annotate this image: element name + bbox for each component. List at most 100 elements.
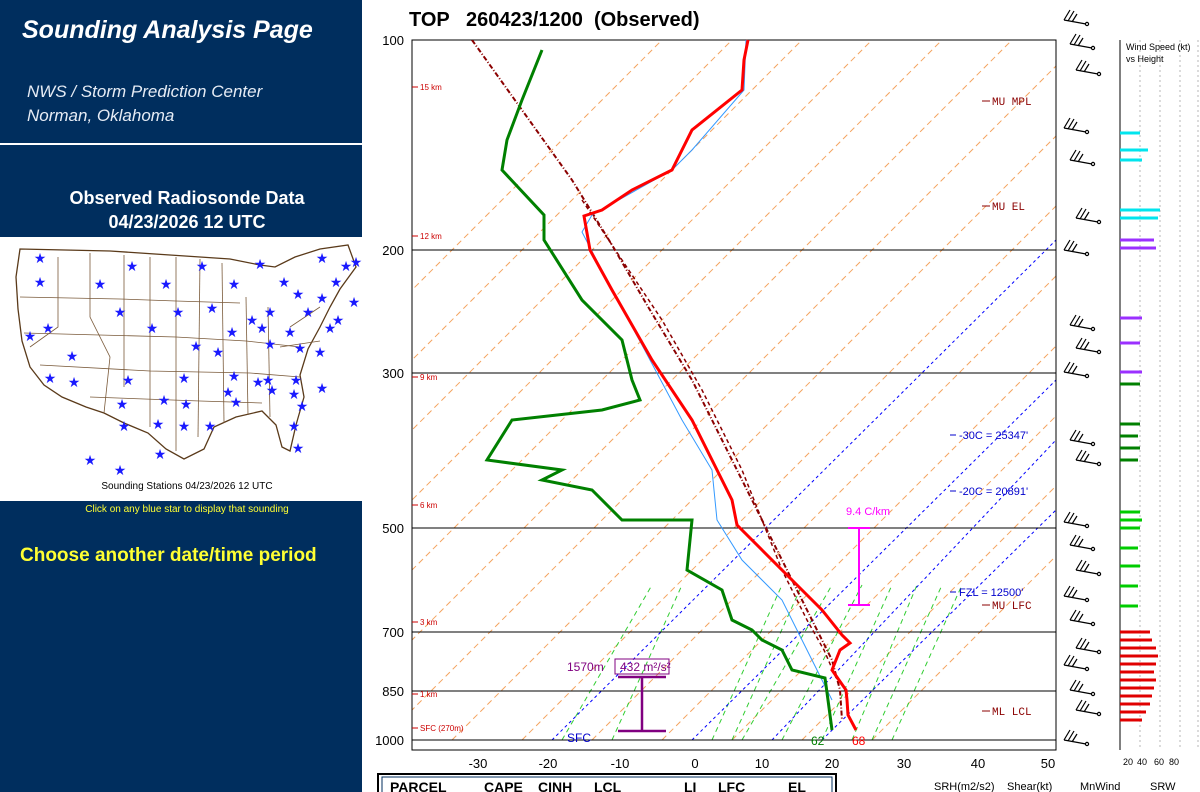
station-star-icon[interactable]: ★: [116, 396, 129, 412]
station-star-icon[interactable]: ★: [146, 320, 159, 336]
wind-barb-dot: [1084, 666, 1090, 672]
station-star-icon[interactable]: ★: [264, 304, 277, 320]
station-star-icon[interactable]: ★: [122, 372, 135, 388]
station-star-icon[interactable]: ★: [230, 394, 243, 410]
wind-speed-bar: [1120, 670, 1154, 674]
wind-barb-icon: [1063, 117, 1087, 133]
temp-label: 10: [755, 756, 769, 771]
srh-height-label: 1570m: [567, 660, 604, 674]
pressure-axis: 100 200 300 500 700 850 1000: [375, 33, 404, 748]
station-star-icon[interactable]: ★: [316, 250, 329, 266]
station-star-icon[interactable]: ★: [126, 258, 139, 274]
click-hint: Click on any blue star to display that s…: [85, 504, 289, 515]
wind-barb-icon: [1063, 729, 1087, 745]
station-star-icon[interactable]: ★: [180, 396, 193, 412]
station-star-icon[interactable]: ★: [118, 418, 131, 434]
height-label: SFC (270m): [420, 724, 464, 733]
wind-speed-bar: [1120, 246, 1156, 250]
wind-barb-dot: [1084, 597, 1090, 603]
station-star-icon[interactable]: ★: [34, 250, 47, 266]
station-star-icon[interactable]: ★: [222, 384, 235, 400]
height-label: 12 km: [420, 232, 442, 241]
station-star-icon[interactable]: ★: [178, 418, 191, 434]
wind-speed-bar: [1120, 526, 1140, 530]
station-star-icon[interactable]: ★: [190, 338, 203, 354]
station-star-icon[interactable]: ★: [254, 256, 267, 272]
station-star-icon[interactable]: ★: [66, 348, 79, 364]
station-star-icon[interactable]: ★: [84, 452, 97, 468]
station-star-icon[interactable]: ★: [316, 380, 329, 396]
wind-speed-bar: [1120, 546, 1138, 550]
station-star-icon[interactable]: ★: [252, 374, 265, 390]
minus30-level: -30C = 25347': [959, 430, 1028, 442]
wind-barb-dot: [1096, 71, 1102, 77]
wind-axis-label: 80: [1169, 757, 1179, 767]
station-star-icon[interactable]: ★: [196, 258, 209, 274]
station-star-icon[interactable]: ★: [154, 446, 167, 462]
station-star-icon[interactable]: ★: [204, 418, 217, 434]
station-star-icon[interactable]: ★: [292, 286, 305, 302]
wind-barb-dot: [1090, 691, 1096, 697]
sfc-dewpoint-label: 62: [811, 734, 825, 748]
wind-barb-icon: [1063, 239, 1087, 255]
station-star-icon[interactable]: ★: [42, 320, 55, 336]
station-star-icon[interactable]: ★: [228, 368, 241, 384]
station-star-icon[interactable]: ★: [314, 344, 327, 360]
station-star-icon[interactable]: ★: [292, 440, 305, 456]
station-star-icon[interactable]: ★: [264, 336, 277, 352]
station-star-icon[interactable]: ★: [316, 290, 329, 306]
choose-date-link[interactable]: Choose another date/time period: [20, 545, 317, 566]
wind-barb-icon: [1069, 314, 1093, 330]
table-header: EL: [788, 779, 806, 792]
station-star-icon[interactable]: ★: [44, 370, 57, 386]
station-star-icon[interactable]: ★: [350, 254, 363, 270]
station-star-icon[interactable]: ★: [348, 294, 361, 310]
station-star-icon[interactable]: ★: [330, 274, 343, 290]
station-star-icon[interactable]: ★: [68, 374, 81, 390]
station-star-icon[interactable]: ★: [212, 344, 225, 360]
station-star-icon[interactable]: ★: [94, 276, 107, 292]
station-star-icon[interactable]: ★: [152, 416, 165, 432]
station-star-icon[interactable]: ★: [284, 324, 297, 340]
wind-speed-bar: [1120, 422, 1140, 426]
station-star-icon[interactable]: ★: [332, 312, 345, 328]
isotherms: [551, 239, 1056, 741]
station-star-icon[interactable]: ★: [114, 462, 127, 478]
station-star-icon[interactable]: ★: [206, 300, 219, 316]
wind-barb-dot: [1090, 441, 1096, 447]
station-star-icon[interactable]: ★: [266, 382, 279, 398]
station-star-icon[interactable]: ★: [302, 304, 315, 320]
station-star-icon[interactable]: ★: [228, 276, 241, 292]
wind-barb-dot: [1084, 129, 1090, 135]
right-table-header: MnWind: [1080, 781, 1120, 792]
isobars: [412, 249, 1056, 741]
station-star-icon[interactable]: ★: [340, 258, 353, 274]
pressure-label: 700: [382, 625, 404, 640]
station-star-icon[interactable]: ★: [160, 276, 173, 292]
station-star-icon[interactable]: ★: [34, 274, 47, 290]
wind-speed-bar: [1120, 518, 1142, 522]
station-star-icon[interactable]: ★: [262, 372, 275, 388]
station-star-icon[interactable]: ★: [324, 320, 337, 336]
station-star-icon[interactable]: ★: [278, 274, 291, 290]
station-star-icon[interactable]: ★: [294, 340, 307, 356]
station-star-icon[interactable]: ★: [246, 312, 259, 328]
station-star-icon[interactable]: ★: [178, 370, 191, 386]
organization: NWS / Storm Prediction Center Norman, Ok…: [27, 80, 262, 128]
station-star-icon[interactable]: ★: [288, 386, 301, 402]
temp-label: 0: [691, 756, 698, 771]
wind-speed-bar: [1120, 564, 1140, 568]
ml-lcl-label: ML LCL: [992, 707, 1032, 719]
wind-speed-bar: [1120, 148, 1148, 152]
station-star-icon[interactable]: ★: [226, 324, 239, 340]
station-star-icon[interactable]: ★: [288, 418, 301, 434]
station-star-icon[interactable]: ★: [256, 320, 269, 336]
station-star-icon[interactable]: ★: [296, 398, 309, 414]
wind-barb-icon: [1069, 429, 1093, 445]
station-star-icon[interactable]: ★: [24, 328, 37, 344]
wind-barbs: [1063, 9, 1102, 747]
station-star-icon[interactable]: ★: [158, 392, 171, 408]
station-star-icon[interactable]: ★: [290, 372, 303, 388]
station-star-icon[interactable]: ★: [172, 304, 185, 320]
station-star-icon[interactable]: ★: [114, 304, 127, 320]
